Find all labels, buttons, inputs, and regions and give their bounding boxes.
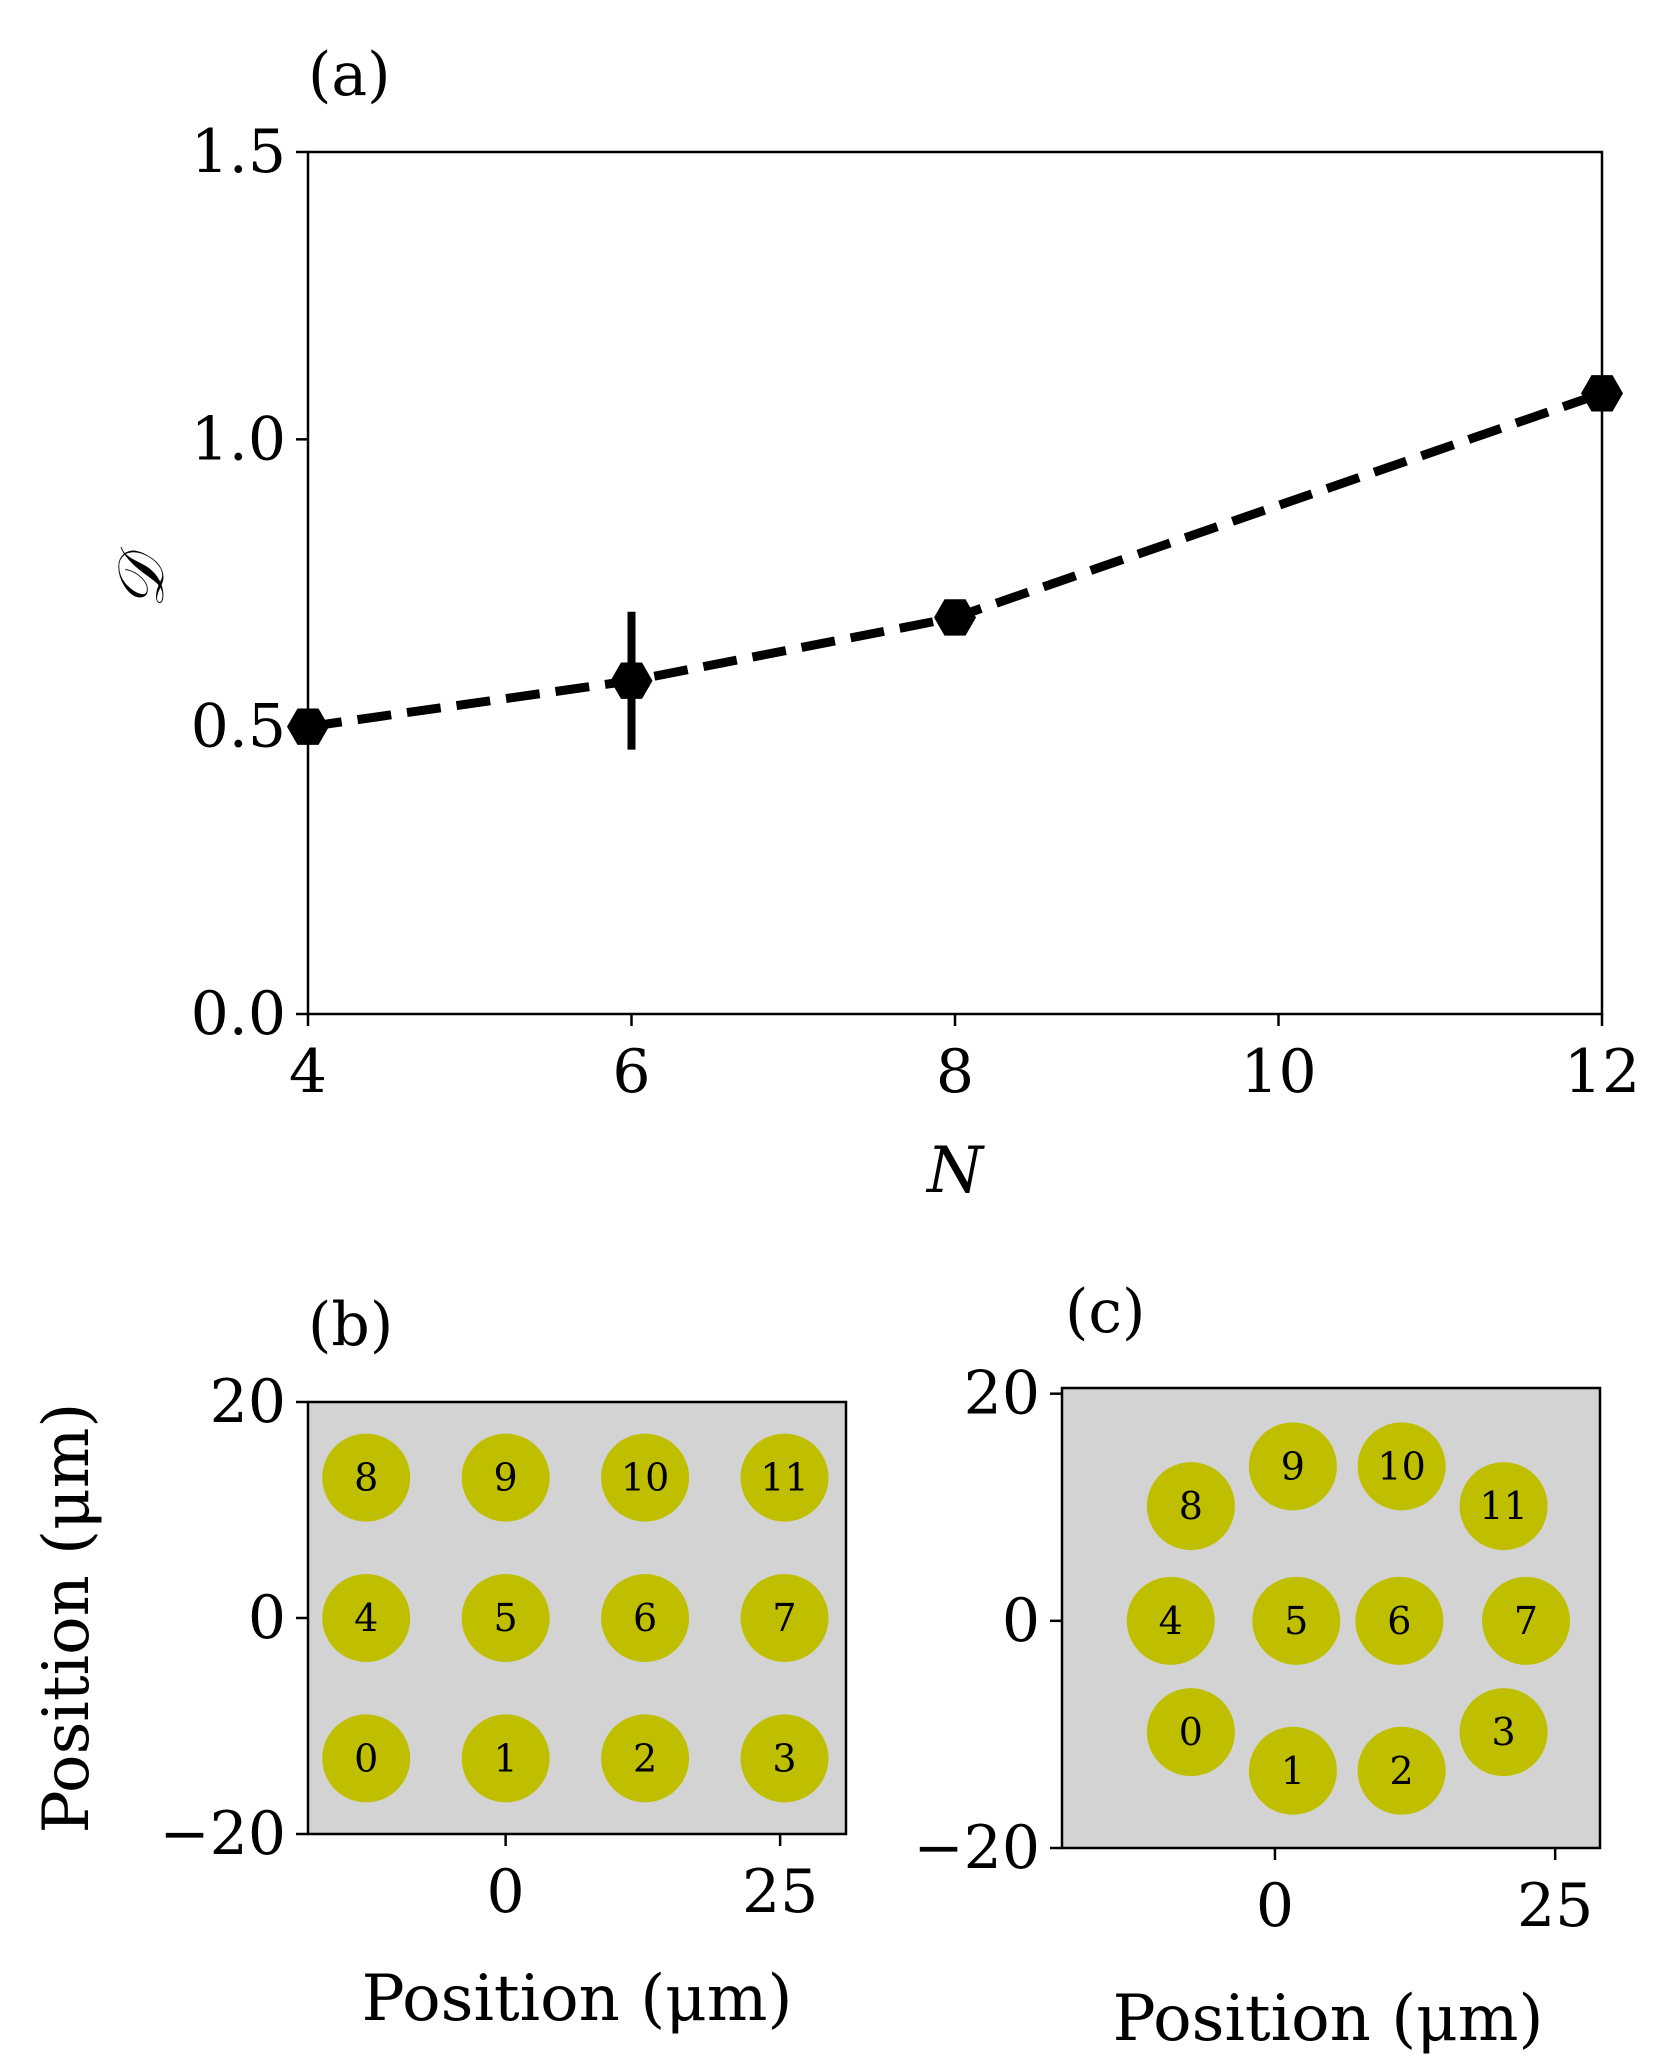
- atom-marker: [322, 1714, 411, 1803]
- atom-marker: [1355, 1576, 1444, 1665]
- atom-marker: [1146, 1462, 1235, 1551]
- atom-index-label: 2: [633, 1736, 657, 1780]
- atom-index-label: 2: [1390, 1749, 1414, 1793]
- atom-index-label: 11: [760, 1456, 808, 1500]
- x-tick-label: 0: [487, 1857, 525, 1927]
- atom-index-label: 7: [772, 1596, 796, 1640]
- series-group: [287, 375, 1623, 750]
- y-tick-label: −20: [913, 1813, 1040, 1883]
- atom-index-label: 4: [1159, 1599, 1183, 1643]
- atom-marker: [1146, 1688, 1235, 1777]
- atom-index-label: 11: [1479, 1484, 1527, 1528]
- x-tick-label: 6: [612, 1037, 650, 1107]
- atom-index-label: 8: [1179, 1484, 1203, 1528]
- series-line: [307, 389, 1604, 732]
- atom-marker: [1482, 1576, 1571, 1665]
- x-tick-label: 0: [1256, 1871, 1294, 1941]
- atom-index-label: 7: [1514, 1599, 1538, 1643]
- atom-marker: [322, 1433, 411, 1522]
- atom-marker: [461, 1433, 550, 1522]
- atom-index-label: 0: [354, 1736, 378, 1780]
- atom-index-label: 1: [1281, 1749, 1305, 1793]
- y-tick-label: 20: [964, 1359, 1040, 1429]
- atom-index-label: 9: [494, 1456, 518, 1500]
- panel-c-atom-layout: 0 1 2 3 4 5 6 7 8 9 10 11 0 25 −20 0 20 (c) Position (μ…: [913, 1277, 1602, 2056]
- atom-index-label: 6: [1387, 1599, 1411, 1643]
- x-axis-label: Position (μm): [1113, 1982, 1544, 2056]
- y-tick-label: 0: [248, 1583, 286, 1653]
- y-tick-label: 0: [1002, 1586, 1040, 1656]
- data-point: [610, 662, 653, 699]
- axes-frame: [1060, 1386, 1602, 1850]
- x-tick-label: 4: [289, 1037, 327, 1107]
- atom-index-label: 6: [633, 1596, 657, 1640]
- y-tick-label: −20: [159, 1799, 286, 1869]
- x-axis-label: Position (μm): [362, 1962, 793, 2036]
- atom-marker: [1357, 1726, 1446, 1815]
- panel-label-c: (c): [1065, 1277, 1145, 1347]
- atom-index-label: 4: [354, 1596, 378, 1640]
- atom-marker: [1252, 1576, 1341, 1665]
- atom-index-label: 5: [1284, 1599, 1308, 1643]
- atom-index-label: 9: [1281, 1444, 1305, 1488]
- atom-marker: [740, 1714, 829, 1803]
- y-tick-label: 20: [210, 1367, 286, 1437]
- y-tick-label: 1.5: [191, 117, 286, 187]
- atom-index-label: 8: [354, 1456, 378, 1500]
- y-tick-label: 0.5: [191, 692, 286, 762]
- atom-marker: [740, 1574, 829, 1662]
- atom-index-label: 5: [494, 1596, 518, 1640]
- x-axis-label: N: [925, 1134, 985, 1208]
- atom-index-label: 10: [1377, 1444, 1425, 1488]
- y-tick-label: 1.0: [191, 404, 286, 474]
- x-tick-label: 25: [1517, 1871, 1593, 1941]
- atom-marker: [601, 1714, 690, 1803]
- atom-marker: [1357, 1422, 1446, 1511]
- data-point: [934, 599, 976, 636]
- atom-marker: [601, 1574, 690, 1662]
- atom-marker: [601, 1433, 690, 1522]
- atom-index-label: 3: [772, 1736, 796, 1780]
- atom-marker: [461, 1714, 550, 1803]
- panel-label-a: (a): [308, 40, 391, 110]
- atom-index-label: 3: [1492, 1710, 1516, 1754]
- atom-index-label: 1: [494, 1736, 518, 1780]
- atom-index-label: 10: [621, 1456, 669, 1500]
- atom-marker: [1459, 1462, 1548, 1551]
- panel-a-line-chart: 4 6 8 10 120.00.51.01.5 (a) N 𝒟: [105, 40, 1640, 1208]
- atom-marker: [1248, 1726, 1337, 1815]
- x-tick-label: 8: [936, 1037, 974, 1107]
- x-tick-label: 10: [1240, 1037, 1316, 1107]
- panel-b-atom-layout: 0 1 2 3 4 5 6 7 8 9 10 11 0 25 −20 0 20 (b) Position (μ…: [30, 1290, 848, 2036]
- atom-index-label: 0: [1179, 1710, 1203, 1754]
- atom-marker: [461, 1574, 550, 1662]
- atom-marker: [1459, 1688, 1548, 1777]
- y-axis-label: Position (μm): [30, 1403, 104, 1834]
- atom-marker: [740, 1433, 829, 1522]
- y-tick-label: 0.0: [191, 979, 286, 1049]
- panel-label-b: (b): [308, 1290, 393, 1360]
- atom-marker: [1248, 1422, 1337, 1511]
- atom-marker: [1126, 1576, 1215, 1665]
- x-tick-label: 12: [1564, 1037, 1640, 1107]
- atom-marker: [322, 1574, 411, 1662]
- x-tick-label: 25: [742, 1857, 818, 1927]
